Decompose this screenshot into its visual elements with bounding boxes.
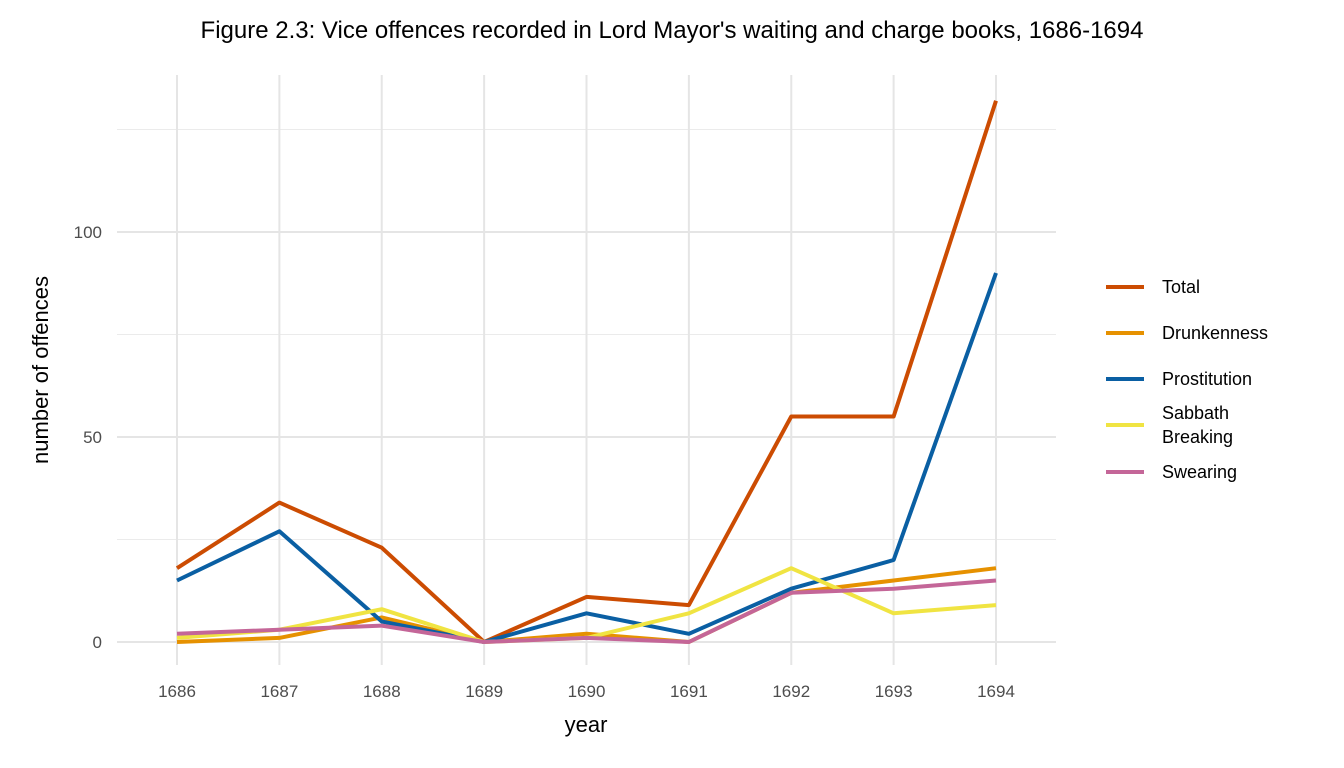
x-tick-label: 1689	[465, 682, 503, 701]
series-line-swearing	[176, 578, 997, 644]
y-tick-label: 0	[93, 633, 102, 652]
x-axis-label: year	[565, 712, 608, 737]
x-tick-label: 1693	[875, 682, 913, 701]
chart-title: Figure 2.3: Vice offences recorded in Lo…	[201, 17, 1144, 44]
series-lines	[175, 100, 998, 644]
y-axis-ticks: 0 50 100	[74, 223, 102, 652]
y-axis-label: number of offences	[28, 276, 53, 464]
x-tick-label: 1690	[568, 682, 606, 701]
x-axis-ticks: 1686 1687 1688 1689 1690 1691 1692 1693 1694	[158, 682, 1015, 701]
series-line-prostitution	[176, 272, 998, 644]
x-tick-label: 1694	[977, 682, 1015, 701]
y-tick-label: 50	[83, 428, 102, 447]
x-tick-label: 1691	[670, 682, 708, 701]
x-tick-label: 1688	[363, 682, 401, 701]
x-tick-label: 1687	[260, 682, 298, 701]
legend: Total Drunkenness Prostitution Sabbath Break…	[1106, 277, 1268, 482]
series-line-drunkenness	[176, 566, 997, 644]
x-tick-label: 1686	[158, 682, 196, 701]
legend-label: Total	[1162, 277, 1200, 297]
x-tick-label: 1692	[772, 682, 810, 701]
legend-label: Swearing	[1162, 462, 1237, 482]
legend-label: Sabbath Breaking	[1162, 403, 1233, 447]
legend-label: Prostitution	[1162, 369, 1252, 389]
series-line-total	[175, 100, 998, 644]
legend-label: Drunkenness	[1162, 323, 1268, 343]
y-tick-label: 100	[74, 223, 102, 242]
